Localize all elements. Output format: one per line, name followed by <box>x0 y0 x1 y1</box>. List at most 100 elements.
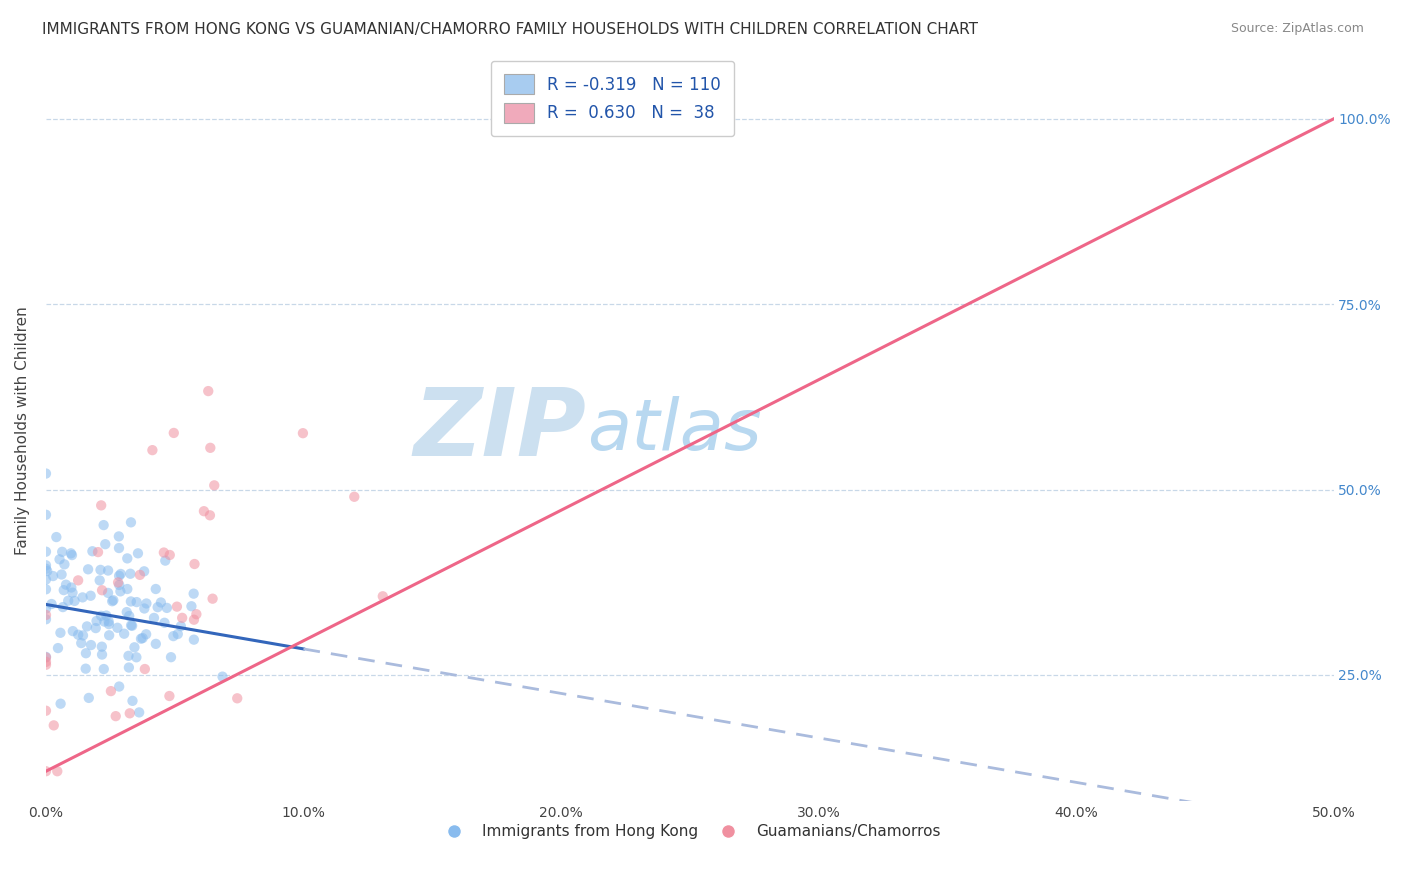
Point <box>94 537 117 551</box>
Point <box>141 443 163 458</box>
Point <box>120 618 142 632</box>
Point <box>53 558 76 572</box>
Point <box>110 566 132 581</box>
Point <box>183 632 205 647</box>
Point <box>170 619 193 633</box>
Point <box>108 541 131 555</box>
Point <box>46 641 69 656</box>
Point <box>35 764 58 779</box>
Point <box>131 631 153 645</box>
Point <box>96 608 118 623</box>
Point <box>120 594 142 608</box>
Point <box>97 617 120 632</box>
Point <box>121 694 143 708</box>
Point <box>35 467 58 481</box>
Point <box>157 689 180 703</box>
Point <box>75 646 97 660</box>
Point <box>35 704 58 718</box>
Point <box>62 585 84 599</box>
Text: atlas: atlas <box>586 396 762 465</box>
Point <box>72 591 94 605</box>
Point <box>35 655 58 669</box>
Text: IMMIGRANTS FROM HONG KONG VS GUAMANIAN/CHAMORRO FAMILY HOUSEHOLDS WITH CHILDREN : IMMIGRANTS FROM HONG KONG VS GUAMANIAN/C… <box>42 22 979 37</box>
Legend: Immigrants from Hong Kong, Guamanians/Chamorros: Immigrants from Hong Kong, Guamanians/Ch… <box>433 818 946 845</box>
Y-axis label: Family Households with Children: Family Households with Children <box>15 306 30 555</box>
Point <box>35 649 58 664</box>
Point <box>58 593 80 607</box>
Point <box>186 607 208 622</box>
Point <box>76 619 98 633</box>
Point <box>163 425 186 440</box>
Point <box>101 594 124 608</box>
Point <box>127 546 149 560</box>
Point <box>89 563 111 577</box>
Point <box>75 662 97 676</box>
Point <box>143 611 166 625</box>
Point <box>112 626 135 640</box>
Point <box>82 544 104 558</box>
Point <box>108 578 131 592</box>
Point <box>118 609 141 624</box>
Point <box>35 544 58 558</box>
Point <box>52 583 75 598</box>
Point <box>48 552 70 566</box>
Point <box>117 582 139 596</box>
Point <box>45 530 67 544</box>
Point <box>72 628 94 642</box>
Point <box>125 595 148 609</box>
Point <box>200 441 222 455</box>
Point <box>52 600 75 615</box>
Point <box>42 569 65 583</box>
Point <box>202 478 225 492</box>
Point <box>166 627 188 641</box>
Point <box>46 764 69 779</box>
Point <box>162 629 184 643</box>
Text: ZIP: ZIP <box>413 384 586 476</box>
Point <box>93 662 115 676</box>
Point <box>90 499 112 513</box>
Point <box>155 554 177 568</box>
Point <box>129 567 152 582</box>
Point <box>107 575 129 590</box>
Point <box>91 648 114 662</box>
Point <box>125 650 148 665</box>
Point <box>371 589 394 603</box>
Point <box>35 573 58 587</box>
Point <box>108 529 131 543</box>
Point <box>93 518 115 533</box>
Point <box>120 566 142 581</box>
Point <box>35 582 58 597</box>
Point <box>134 564 156 578</box>
Point <box>129 632 152 646</box>
Point <box>41 597 63 611</box>
Point <box>62 624 84 639</box>
Point <box>93 615 115 629</box>
Point <box>51 545 73 559</box>
Point <box>128 706 150 720</box>
Point <box>59 546 82 560</box>
Point <box>60 581 83 595</box>
Point <box>97 615 120 629</box>
Point <box>97 564 120 578</box>
Point <box>107 621 129 635</box>
Point <box>159 548 181 562</box>
Point <box>67 628 90 642</box>
Point <box>117 551 139 566</box>
Point <box>35 562 58 576</box>
Point <box>86 614 108 628</box>
Point <box>291 426 314 441</box>
Point <box>180 599 202 614</box>
Point <box>211 670 233 684</box>
Point <box>197 384 219 398</box>
Point <box>89 574 111 588</box>
Point <box>160 650 183 665</box>
Point <box>226 691 249 706</box>
Point <box>135 597 157 611</box>
Point <box>183 557 205 571</box>
Point <box>35 508 58 522</box>
Point <box>35 558 58 573</box>
Point <box>108 680 131 694</box>
Point <box>193 504 215 518</box>
Point <box>80 638 103 652</box>
Point <box>70 636 93 650</box>
